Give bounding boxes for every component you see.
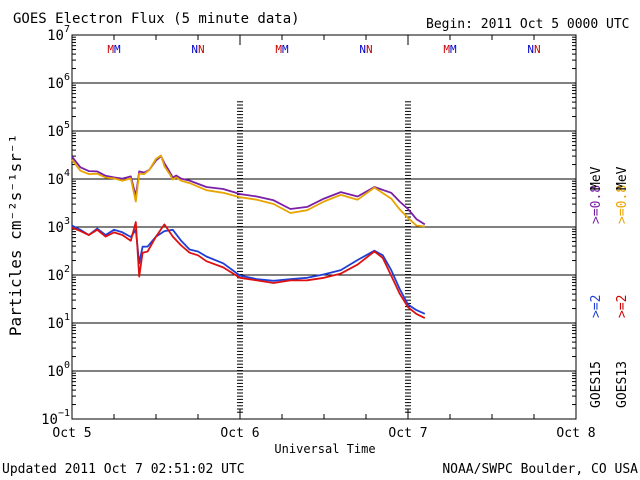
legend-goes13-column-unit: MeV: [615, 166, 630, 190]
y-tick-label: 106: [47, 72, 70, 92]
y-tick-exponent: 3: [64, 216, 70, 227]
y-tick-label: 105: [47, 120, 70, 140]
y-tick-exponent: 2: [64, 264, 70, 275]
top-marker-1: NN: [191, 43, 204, 56]
x-tick-label: Oct 8: [556, 426, 595, 441]
y-tick-label: 107: [47, 24, 70, 44]
y-tick-base: 10: [47, 268, 64, 284]
series-line-2: [71, 224, 426, 315]
series-line-0: [71, 155, 426, 226]
legend-goes13-column-entry-0: >=2: [615, 295, 630, 318]
updated-timestamp: Updated 2011 Oct 7 02:51:02 UTC: [2, 462, 245, 477]
y-tick-base: 10: [41, 412, 58, 428]
x-axis-label: Universal Time: [274, 442, 375, 456]
top-marker-letter: M: [107, 43, 114, 56]
series-layer: [71, 154, 426, 319]
top-marker-letter: M: [275, 43, 282, 56]
top-marker-2: MM: [275, 43, 289, 56]
y-tick-base: 10: [47, 124, 64, 140]
y-axis-label: Particles cm⁻²s⁻¹sr⁻¹: [6, 134, 25, 336]
y-tick-label: 101: [47, 312, 70, 332]
y-tick-label: 102: [47, 264, 70, 284]
top-marker-0: MM: [107, 43, 121, 56]
y-tick-exponent: −1: [58, 408, 70, 419]
top-marker-letter: N: [534, 43, 541, 56]
y-tick-base: 10: [47, 172, 64, 188]
top-marker-letter: M: [443, 43, 450, 56]
top-marker-letter: N: [198, 43, 205, 56]
y-tick-exponent: 0: [64, 360, 70, 371]
series-line-1: [71, 154, 425, 228]
chart-title: GOES Electron Flux (5 minute data): [13, 11, 300, 27]
y-tick-exponent: 7: [64, 24, 70, 35]
y-tick-label: 104: [47, 168, 70, 188]
top-marker-letter: N: [359, 43, 366, 56]
y-tick-exponent: 6: [64, 72, 70, 83]
y-tick-base: 10: [47, 364, 64, 380]
y-tick-base: 10: [47, 76, 64, 92]
x-tick-label: Oct 7: [388, 426, 427, 441]
begin-date-label: Begin: 2011 Oct 5 0000 UTC: [426, 17, 630, 32]
x-tick-label: Oct 6: [220, 426, 259, 441]
top-marker-letter: M: [282, 43, 289, 56]
top-marker-letter: N: [527, 43, 534, 56]
top-marker-4: MM: [443, 43, 457, 56]
top-marker-3: NN: [359, 43, 372, 56]
y-tick-base: 10: [47, 28, 64, 44]
top-marker-letter: M: [114, 43, 121, 56]
legend-goes15-column-entry-0: >=2: [589, 295, 604, 318]
y-tick-exponent: 5: [64, 120, 70, 131]
source-credit: NOAA/SWPC Boulder, CO USA: [442, 462, 638, 477]
y-tick-exponent: 4: [64, 168, 70, 179]
top-marker-letter: N: [366, 43, 373, 56]
top-marker-letter: N: [191, 43, 198, 56]
y-tick-label: 103: [47, 216, 70, 236]
y-tick-label: 100: [47, 360, 70, 380]
top-marker-letter: M: [450, 43, 457, 56]
legend-goes13-column-entry-1: >=0.8: [615, 185, 630, 224]
y-tick-label: 10−1: [41, 408, 70, 428]
legend-goes15-column-satellite: GOES15: [589, 361, 604, 408]
legend-goes13-column-satellite: GOES13: [615, 361, 630, 408]
legend-goes15-column-entry-2: MeV: [589, 166, 604, 190]
top-markers: MM NN MM NN MM NN: [107, 43, 540, 56]
series-line-3: [71, 221, 426, 319]
top-marker-5: NN: [527, 43, 540, 56]
y-tick-base: 10: [47, 316, 64, 332]
legend-goes15-column-entry-1: >=0.8: [589, 185, 604, 224]
y-tick-base: 10: [47, 220, 64, 236]
y-tick-exponent: 1: [64, 312, 70, 323]
grid-lines: [72, 82, 576, 413]
x-tick-label: Oct 5: [52, 426, 91, 441]
